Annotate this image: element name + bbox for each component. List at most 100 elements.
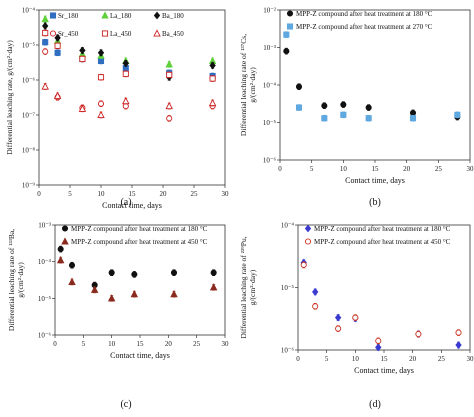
- y-axis-label-line: Differential leaching rate of ¹³⁷Cs,: [239, 34, 248, 136]
- y-tick-label: 10⁻²: [263, 7, 276, 15]
- data-point: [340, 101, 347, 108]
- data-point: [165, 60, 173, 68]
- y-tick-label: 10⁻⁶: [38, 332, 52, 340]
- legend: MPP-Z compound after heat treatment at 1…: [286, 10, 433, 31]
- legend-symbol: [304, 238, 312, 245]
- y-tick-label: 10⁻⁶: [22, 77, 36, 85]
- x-tick-label: 20: [403, 165, 411, 173]
- series-4: [42, 29, 216, 82]
- x-tick-label: 30: [222, 340, 230, 348]
- data-point: [209, 75, 216, 82]
- x-axis-label: Contact time, days: [102, 201, 162, 210]
- data-point: [283, 48, 290, 55]
- data-point: [295, 104, 303, 111]
- legend-label: Sr_450: [58, 30, 79, 38]
- legend: MPP-Z compound after heat treatment at 1…: [61, 225, 208, 246]
- series-0: [300, 258, 462, 352]
- y-tick-label: 10⁻³: [38, 222, 51, 230]
- series-1: [300, 261, 462, 345]
- data-point: [352, 314, 359, 321]
- data-point: [375, 343, 382, 352]
- series-0: [283, 47, 461, 121]
- x-tick-label: 25: [193, 340, 201, 348]
- data-point: [454, 111, 461, 118]
- series-1: [283, 31, 461, 122]
- y-axis-label: Differential leaching rate of ¹³³Ba,g/(c…: [7, 229, 25, 331]
- y-tick-label: 10⁻⁴: [22, 7, 36, 15]
- panel-label: (b): [369, 197, 381, 208]
- x-tick-label: 0: [37, 190, 41, 198]
- data-point: [312, 287, 319, 296]
- panel-a: 0 5 10 15 20 25 30 10⁻⁹ 10⁻⁸ 10⁻⁷ 10⁻⁶ 10⁻⁵ 10⁻⁴ Cont…: [5, 7, 229, 211]
- data-point: [312, 303, 319, 310]
- y-axis-label-line: g/(cm²·day): [248, 269, 257, 305]
- x-tick-label: 10: [352, 355, 360, 363]
- data-point: [97, 57, 105, 65]
- legend-label: MPP-Z compound after heat treatment at 2…: [296, 23, 433, 31]
- legend-label: La_450: [110, 30, 132, 38]
- data-point: [166, 115, 173, 122]
- data-point: [210, 269, 217, 276]
- x-tick-label: 0: [296, 355, 300, 363]
- data-point: [209, 283, 218, 291]
- y-tick-label: 10⁻⁵: [263, 119, 277, 127]
- data-point: [97, 100, 105, 107]
- y-axis-label-line: Differential leaching rate of ¹³³Ba,: [7, 229, 16, 331]
- data-point: [68, 262, 76, 269]
- data-point: [97, 110, 105, 119]
- data-point: [409, 109, 417, 116]
- data-point: [42, 22, 49, 30]
- data-point: [170, 289, 178, 298]
- data-point: [170, 269, 178, 276]
- x-tick-label: 0: [53, 340, 57, 348]
- series-3: [42, 48, 216, 122]
- data-point: [78, 104, 87, 112]
- legend-symbol: [286, 23, 294, 30]
- legend: Sr_180 La_180 Ba_180 Sr_450 La_450 Ba_450: [49, 11, 184, 38]
- x-tick-label: 20: [409, 355, 417, 363]
- series-1: [41, 14, 217, 68]
- data-point: [409, 115, 417, 122]
- legend-symbol: [49, 30, 57, 37]
- y-axis-label: Differential leaching rate, g/(cm²·day): [5, 40, 14, 155]
- y-tick-label: 10⁻⁸: [22, 147, 36, 155]
- data-point: [56, 255, 65, 264]
- y-tick-label: 10⁻⁹: [22, 182, 36, 190]
- legend-symbol: [286, 10, 294, 17]
- series-1: [56, 255, 218, 302]
- y-tick-label: 10⁻⁶: [281, 347, 295, 355]
- x-tick-label: 15: [381, 355, 389, 363]
- data-point: [79, 55, 86, 62]
- data-point: [97, 48, 105, 57]
- data-point: [122, 59, 129, 68]
- x-tick-label: 5: [68, 190, 72, 198]
- y-tick-label: 10⁻⁴: [38, 258, 52, 266]
- data-point: [53, 91, 62, 100]
- legend: MPP-Z compound after heat treatment at 1…: [304, 224, 451, 246]
- legend-label: Ba_450: [162, 30, 184, 38]
- data-point: [79, 46, 86, 55]
- y-axis-label-line: g/(cm²·day): [248, 67, 257, 103]
- data-point: [208, 98, 217, 107]
- data-point: [54, 42, 61, 49]
- legend-symbol: [61, 237, 69, 245]
- legend-label: MPP-Z compound after heat treatment at 1…: [314, 225, 451, 233]
- y-axis-label-line: g/(cm²·day): [16, 262, 25, 298]
- data-point: [165, 101, 173, 110]
- y-tick-label: 10⁻³: [263, 44, 276, 52]
- legend-symbol: [101, 11, 109, 19]
- x-tick-label: 15: [129, 190, 137, 198]
- legend-label: MPP-Z compound after heat treatment at 1…: [296, 10, 433, 18]
- legend-symbol: [153, 29, 161, 37]
- plot-frame: [279, 9, 471, 161]
- legend-symbol: [304, 224, 312, 233]
- series-0: [57, 245, 217, 289]
- x-axis-label: Contact time, days: [345, 176, 405, 185]
- data-point: [107, 294, 116, 302]
- data-point: [54, 33, 61, 42]
- x-axis-label: Contact time, days: [354, 366, 414, 375]
- data-point: [68, 277, 76, 285]
- legend-label: Sr_180: [58, 12, 79, 20]
- x-tick-label: 25: [435, 165, 443, 173]
